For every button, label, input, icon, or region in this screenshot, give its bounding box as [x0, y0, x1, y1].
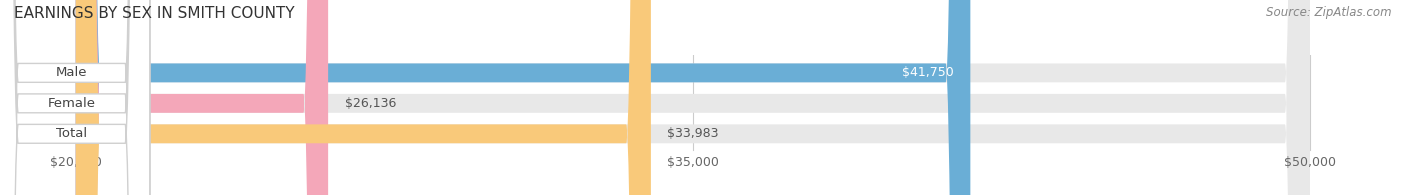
Text: EARNINGS BY SEX IN SMITH COUNTY: EARNINGS BY SEX IN SMITH COUNTY	[14, 6, 295, 21]
Text: Male: Male	[56, 66, 87, 79]
FancyBboxPatch shape	[76, 0, 651, 195]
FancyBboxPatch shape	[76, 0, 1309, 195]
Text: $41,750: $41,750	[903, 66, 953, 79]
Text: $26,136: $26,136	[344, 97, 396, 110]
FancyBboxPatch shape	[0, 0, 150, 195]
FancyBboxPatch shape	[76, 0, 1309, 195]
FancyBboxPatch shape	[76, 0, 970, 195]
FancyBboxPatch shape	[0, 0, 150, 195]
Text: Total: Total	[56, 127, 87, 140]
FancyBboxPatch shape	[0, 0, 150, 195]
Text: Source: ZipAtlas.com: Source: ZipAtlas.com	[1267, 6, 1392, 19]
FancyBboxPatch shape	[76, 0, 328, 195]
Text: Female: Female	[48, 97, 96, 110]
FancyBboxPatch shape	[76, 0, 1309, 195]
Text: $33,983: $33,983	[668, 127, 718, 140]
